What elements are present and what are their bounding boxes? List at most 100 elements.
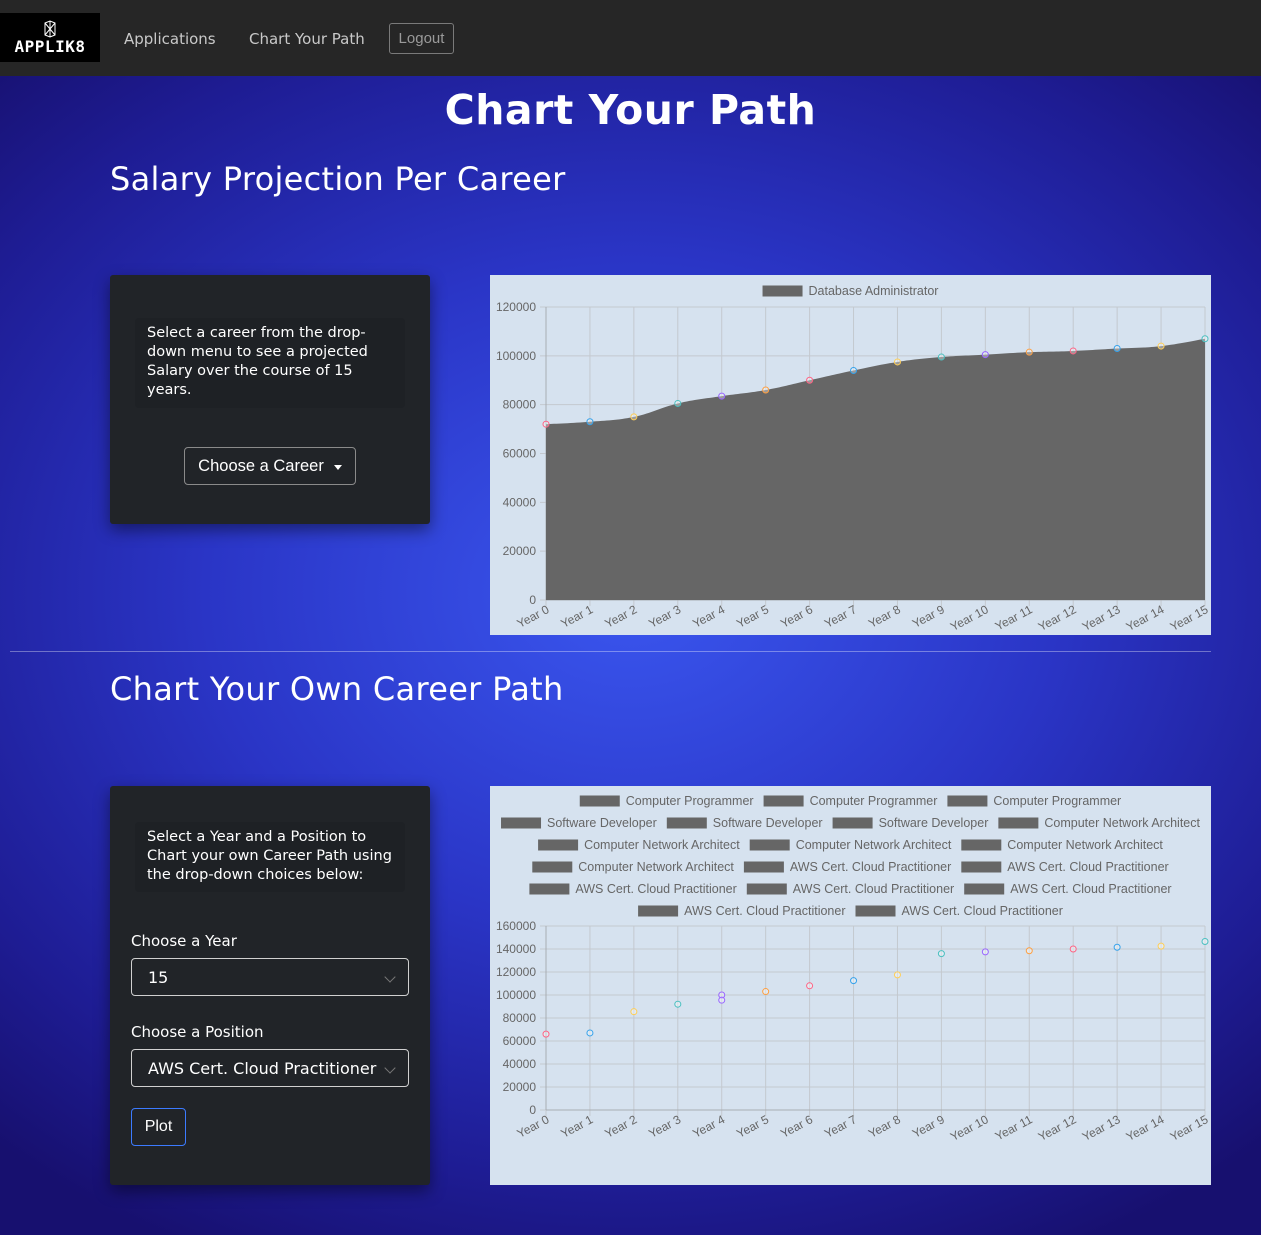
data-point [806,982,814,990]
logo-text: APPLIK8 [14,37,86,56]
data-point [1113,345,1121,353]
legend-swatch [964,883,1005,895]
year-select[interactable]: 15 [131,958,409,996]
x-tick-label: Year 11 [993,602,1035,633]
x-tick-label: Year 5 [734,1112,771,1141]
x-tick-label: Year 9 [910,1112,947,1141]
x-tick-label: Year 3 [646,602,683,631]
legend-label: Database Administrator [809,284,939,298]
salary-projection-chart-svg: Database Administrator 0 20000 40000 60000 80… [496,284,1211,634]
data-point [937,353,945,361]
data-point [674,1000,682,1008]
x-tick-label: Year 1 [559,602,596,631]
data-point [674,399,682,407]
data-point [586,418,594,426]
legend-swatch [832,817,873,829]
legend-label: AWS Cert. Cloud Practitioner [790,860,951,874]
legend-swatch [501,817,542,829]
nav-link-applications[interactable]: Applications [124,30,216,48]
y-tick-label: 80000 [503,1011,537,1025]
y-tick-label: 160000 [496,919,536,933]
x-tick-label: Year 3 [646,1112,683,1141]
choose-career-dropdown[interactable]: Choose a Career [184,447,356,485]
page-title: Chart Your Path [444,86,817,134]
y-tick-label: 20000 [503,1080,537,1094]
legend-swatch [855,905,896,917]
data-point [1201,335,1209,343]
plot-button[interactable]: Plot [131,1108,186,1146]
career-path-description: Select a Year and a Position to Chart yo… [135,822,405,892]
choose-career-label: Choose a Career [198,456,324,475]
x-tick-label: Year 2 [602,602,639,631]
y-tick-label: 120000 [496,965,536,979]
legend-label: AWS Cert. Cloud Practitioner [793,882,954,896]
legend-swatch [529,883,570,895]
legend-label: Computer Programmer [993,794,1121,808]
x-tick-label: Year 10 [948,1112,991,1144]
career-panel-description: Select a career from the drop-down menu … [135,318,405,408]
data-point [981,948,989,956]
data-point [981,351,989,359]
section-divider [10,651,1211,652]
legend-swatch [762,285,803,297]
data-point [806,376,814,384]
data-point [1113,943,1121,951]
x-tick-label: Year 14 [1124,602,1167,634]
x-tick-label: Year 7 [822,1112,859,1141]
section-title-salary-projection: Salary Projection Per Career [110,160,566,198]
nav-link-chart-your-path[interactable]: Chart Your Path [249,30,365,48]
legend-label: Computer Network Architect [796,838,952,852]
y-tick-label: 140000 [496,942,536,956]
y-tick-label: 0 [529,1103,536,1117]
data-point [850,977,858,985]
x-tick-label: Year 12 [1036,602,1079,634]
data-point [893,971,901,979]
legend-label: Computer Programmer [626,794,754,808]
x-tick-label: Year 6 [778,602,815,631]
x-tick-label: Year 2 [602,1112,639,1141]
legend-label: AWS Cert. Cloud Practitioner [902,904,1063,918]
y-tick-label: 40000 [503,495,537,509]
chevron-down-icon [384,971,396,983]
year-select-value: 15 [148,967,169,987]
data-point [850,366,858,374]
y-tick-label: 60000 [503,447,537,461]
legend-label: Computer Network Architect [578,860,734,874]
legend-swatch [532,861,573,873]
data-point [586,1029,594,1037]
y-tick-label: 20000 [503,544,537,558]
salary-projection-chart: Database Administrator 0 20000 40000 60000 80… [490,275,1211,635]
app-logo[interactable]: APPLIK8 [0,13,100,62]
x-tick-label: Year 4 [690,1112,727,1141]
legend-label: Software Developer [713,816,823,830]
data-point [1069,347,1077,355]
choose-position-label: Choose a Position [131,1023,264,1041]
y-tick-label: 60000 [503,1034,537,1048]
data-point [542,420,550,428]
legend-swatch [666,817,707,829]
y-tick-label: 40000 [503,1057,537,1071]
caret-down-icon [333,464,342,470]
x-tick-label: Year 10 [948,602,991,634]
data-point [718,392,726,400]
legend-swatch [763,795,804,807]
navbar: APPLIK8 Applications Chart Your Path Log… [0,0,1261,76]
position-select[interactable]: AWS Cert. Cloud Practitioner [131,1049,409,1087]
legend-swatch [579,795,620,807]
legend-label: Computer Network Architect [1044,816,1200,830]
x-tick-label: Year 12 [1036,1112,1079,1144]
career-path-chart-svg: Computer Programmer Computer Programmer Co… [496,794,1211,1144]
legend-swatch [638,905,679,917]
career-path-panel: Select a Year and a Position to Chart yo… [110,786,430,1185]
choose-year-label: Choose a Year [131,932,237,950]
legend-label: Computer Network Architect [1007,838,1163,852]
career-select-panel: Select a career from the drop-down menu … [110,275,430,524]
data-point [1069,945,1077,953]
data-point [542,1030,550,1038]
legend-swatch [743,861,784,873]
legend-label: Software Developer [879,816,989,830]
legend-label: Software Developer [547,816,657,830]
logout-button[interactable]: Logout [389,23,454,54]
x-tick-label: Year 15 [1168,602,1211,634]
x-tick-label: Year 13 [1080,1112,1123,1144]
